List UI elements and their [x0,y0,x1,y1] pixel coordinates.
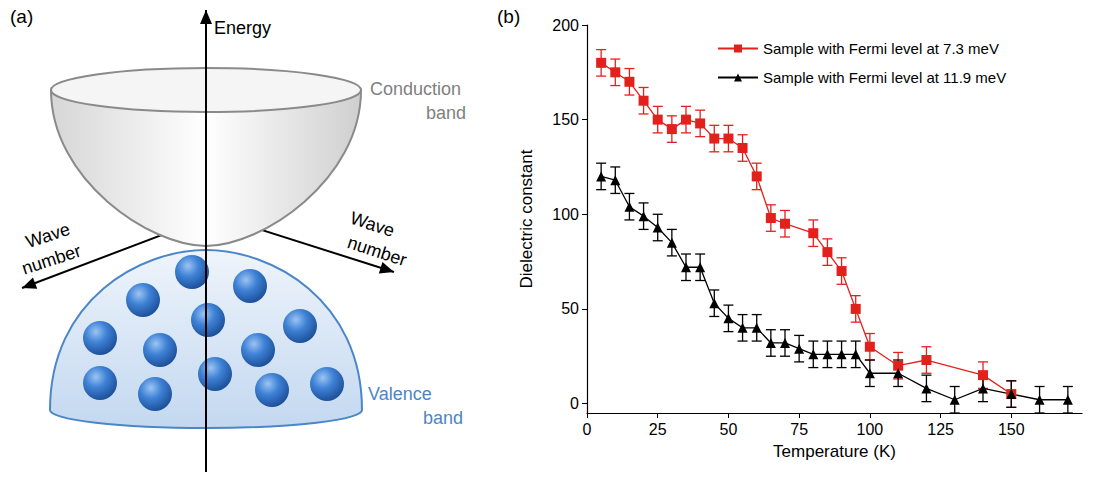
html-text:(b): (b) [497,6,521,27]
svg-text:band: band [426,103,466,123]
svg-text:100: 100 [552,206,579,223]
svg-text:0: 0 [570,395,579,412]
svg-text:Dielectric constant: Dielectric constant [517,149,536,288]
svg-text:100: 100 [857,421,884,438]
svg-text:Wave: Wave [23,219,73,252]
svg-text:150: 150 [552,111,579,128]
svg-text:50: 50 [720,421,738,438]
svg-text:number: number [345,232,409,270]
svg-text:50: 50 [561,300,579,317]
svg-text:75: 75 [790,421,808,438]
svg-text:125: 125 [927,421,954,438]
svg-text:Sample with Fermi level at 11.: Sample with Fermi level at 11.9 meV [763,69,1006,86]
svg-text:Energy: Energy [214,18,271,38]
svg-text:25: 25 [649,421,667,438]
html-text:(a): (a) [10,6,34,27]
svg-text:number: number [19,241,83,279]
svg-text:0: 0 [583,421,592,438]
svg-text:band: band [423,408,463,428]
svg-text:Temperature (K): Temperature (K) [773,442,896,461]
svg-text:Sample with Fermi level at 7.3: Sample with Fermi level at 7.3 meV [763,40,999,57]
svg-text:150: 150 [998,421,1025,438]
svg-text:Wave: Wave [347,207,397,241]
svg-text:Conduction: Conduction [370,79,461,99]
svg-text:Valence: Valence [368,384,432,404]
svg-text:200: 200 [552,17,579,34]
